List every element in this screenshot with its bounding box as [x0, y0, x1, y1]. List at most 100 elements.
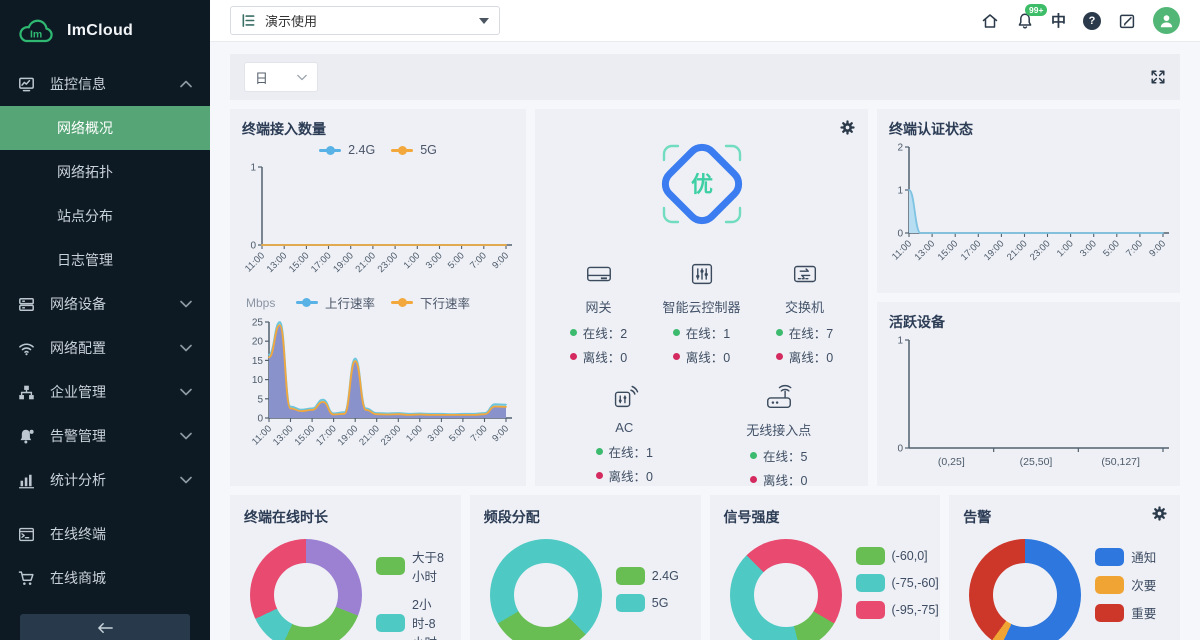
legend-item[interactable]: 次要 — [1095, 575, 1156, 594]
site-selector[interactable]: 演示使用 — [230, 6, 500, 35]
sidebar-item-online-mall[interactable]: 在线商城 — [0, 556, 210, 600]
chevron-down-icon — [180, 388, 192, 396]
legend-item[interactable]: 大于8小时 — [376, 547, 447, 585]
sidebar-item-statistics-analysis[interactable]: 统计分析 — [0, 458, 210, 502]
svg-text:11:00: 11:00 — [243, 250, 267, 274]
legend-swatch — [855, 574, 885, 592]
svg-text:15:00: 15:00 — [293, 423, 318, 448]
legend-item[interactable]: 上行速率 — [295, 293, 375, 312]
sidebar-item-alarm-management[interactable]: 告警管理 — [0, 414, 210, 458]
switch-icon — [790, 259, 820, 289]
offline-dot — [595, 472, 603, 479]
legend-marker — [295, 298, 318, 307]
sidebar-item-monitoring[interactable]: 监控信息 — [0, 62, 210, 106]
sidebar-item-label: 监控信息 — [50, 76, 106, 92]
panel-title: 终端认证状态 — [889, 121, 973, 137]
panel-network-health: 优 网关 在线：2 离线：0 智能云控制器 在线：1 离线：0 交换机 在线：7 离线：0 AC 在… — [535, 109, 868, 489]
panel-alarms: 告警 通知次要重要 — [949, 495, 1180, 640]
svg-text:15:00: 15:00 — [287, 250, 312, 275]
legend-label: 重要 — [1131, 607, 1157, 621]
legend-swatch — [615, 594, 645, 612]
sidebar: Im ImCloud 监控信息 网络概况 网络拓扑 站点分布 日志管理 网络设备 网络配置企… — [0, 0, 210, 640]
language-toggle[interactable]: 中 — [1050, 13, 1066, 30]
legend-swatch — [855, 601, 885, 619]
sidebar-item-network-overview[interactable]: 网络概况 — [0, 106, 210, 150]
device-name: 交换机 — [784, 300, 824, 315]
svg-text:7:00: 7:00 — [469, 423, 490, 444]
legend-item[interactable]: (-60,0] — [855, 547, 928, 565]
legend-item[interactable]: 2.4G — [319, 143, 375, 157]
svg-text:0: 0 — [897, 444, 903, 455]
sidebar-item-network-config[interactable]: 网络配置 — [0, 326, 210, 370]
monitor-icon — [18, 76, 35, 93]
svg-text:Im: Im — [30, 29, 42, 41]
svg-text:15:00: 15:00 — [936, 238, 961, 263]
sidebar-item-label: 告警管理 — [50, 428, 106, 444]
org-select-icon — [241, 13, 256, 28]
legend-item[interactable]: 2.4G — [615, 567, 679, 585]
legend-item[interactable]: 通知 — [1095, 547, 1156, 566]
svg-text:5: 5 — [257, 394, 263, 405]
legend-item[interactable]: (-95,-75] — [855, 601, 939, 619]
legend-swatch — [855, 547, 885, 565]
svg-text:(0,25]: (0,25] — [938, 456, 965, 468]
sidebar-item-log-management[interactable]: 日志管理 — [57, 252, 113, 268]
sidebar-item-enterprise-management[interactable]: 企业管理 — [0, 370, 210, 414]
legend-marker — [391, 298, 413, 307]
sidebar-item-site-distribution[interactable]: 站点分布 — [57, 208, 113, 224]
svg-text:3:00: 3:00 — [1078, 238, 1099, 259]
speed-unit-label: Mbps — [246, 295, 276, 310]
content: 日 终端接入数量 2.4G 5G 0 1 11:00 13:00 15:00 17:00 19… — [210, 42, 1200, 640]
svg-text:0: 0 — [897, 229, 903, 240]
svg-text:0: 0 — [250, 241, 256, 252]
sidebar-item-network-topology[interactable]: 网络拓扑 — [57, 164, 113, 180]
panel-title: 告警 — [963, 509, 992, 525]
cloud-logo-icon: Im — [13, 15, 59, 47]
top-grid: 终端接入数量 2.4G 5G 0 1 11:00 13:00 15:00 17:00 19:0… — [230, 109, 1180, 489]
device-group-wireless-ap: 无线接入点 在线：5 离线：0 — [733, 382, 825, 489]
band-allocation-donut — [489, 539, 602, 640]
legend-label: 2.4G — [651, 569, 679, 583]
gear-icon[interactable] — [839, 119, 856, 136]
legend-label: (-75,-60] — [891, 576, 939, 590]
sidebar-item-label: 统计分析 — [50, 472, 106, 488]
sidebar-item-online-terminals[interactable]: 在线终端 — [0, 512, 210, 556]
svg-text:11:00: 11:00 — [890, 238, 914, 262]
period-select[interactable]: 日 — [244, 62, 318, 92]
svg-text:25: 25 — [252, 318, 264, 329]
legend-item[interactable]: 2小时-8小时 — [376, 594, 447, 640]
svg-text:9:00: 9:00 — [490, 250, 511, 271]
svg-text:13:00: 13:00 — [913, 238, 938, 263]
avatar[interactable] — [1153, 7, 1180, 34]
legend-label: 上行速率 — [324, 297, 375, 311]
chevron-down-icon — [180, 476, 192, 484]
right-column: 终端认证状态 0 1 2 11:00 13:00 15:00 17:00 19:00 21:00… — [877, 109, 1180, 486]
notifications-button[interactable]: 99+ — [1016, 3, 1048, 30]
legend-item[interactable]: (-75,-60] — [855, 574, 939, 592]
online-dot — [595, 448, 603, 455]
sidebar-item-label: 在线终端 — [50, 526, 106, 542]
cart-icon — [18, 570, 35, 587]
svg-text:9:00: 9:00 — [490, 423, 511, 444]
home-icon[interactable] — [981, 12, 999, 30]
legend-item[interactable]: 5G — [391, 143, 437, 157]
legend-item[interactable]: 5G — [615, 594, 668, 612]
feedback-icon[interactable] — [1118, 12, 1136, 30]
help-button[interactable]: ? — [1083, 11, 1101, 30]
svg-text:7:00: 7:00 — [468, 250, 489, 271]
gear-icon[interactable] — [1151, 505, 1168, 522]
band-allocation-legend: 2.4G 5G — [615, 567, 679, 640]
sidebar-item-label: 网络配置 — [50, 340, 106, 356]
legend-item[interactable]: 下行速率 — [391, 293, 470, 312]
online-dot — [750, 452, 758, 459]
terminal-icon — [18, 526, 35, 543]
sidebar-item-network-devices[interactable]: 网络设备 — [0, 282, 210, 326]
fullscreen-icon[interactable] — [1150, 69, 1166, 85]
svg-text:5:00: 5:00 — [446, 250, 467, 271]
sidebar-collapse-button[interactable] — [20, 614, 190, 640]
device-name: 无线接入点 — [746, 423, 812, 438]
legend-item[interactable]: 重要 — [1095, 603, 1156, 622]
